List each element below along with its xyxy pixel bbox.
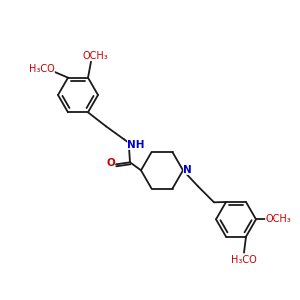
Text: O: O [106,158,116,168]
Text: OCH₃: OCH₃ [82,51,108,61]
Text: H₃CO: H₃CO [231,255,257,265]
Text: H₃CO: H₃CO [29,64,55,74]
Text: OCH₃: OCH₃ [265,214,291,224]
Text: N: N [183,165,191,175]
Text: NH: NH [127,140,145,150]
